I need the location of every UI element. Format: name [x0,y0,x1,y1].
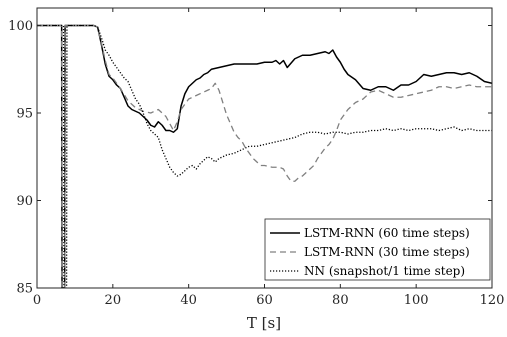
x-axis-title: T [s] [247,314,281,332]
y-tick-label-3: 100 [8,19,33,34]
series-layer [37,24,492,288]
legend-label-3: NN (snapshot/1 time step) [304,264,465,278]
x-tick-label-1: 20 [105,293,122,308]
legend-label-2: LSTM-RNN (30 time steps) [304,245,470,259]
x-tick-label-5: 100 [404,293,429,308]
x-tick-label-3: 60 [256,293,273,308]
tick-layer: 0 20 40 60 80 100 120 85 90 95 100 [8,8,504,308]
x-tick-label-2: 40 [180,293,197,308]
x-tick-label-6: 120 [480,293,505,308]
series-line-3 [37,24,492,288]
y-tick-label-2: 95 [16,107,33,122]
x-tick-label-0: 0 [33,293,41,308]
legend-label-1: LSTM-RNN (60 time steps) [304,226,470,240]
y-tick-label-1: 90 [16,194,33,209]
legend: LSTM-RNN (60 time steps) LSTM-RNN (30 tim… [264,218,491,281]
x-tick-label-4: 80 [332,293,349,308]
legend-box [264,218,491,281]
series-line-1 [37,24,492,288]
y-tick-label-0: 85 [16,282,33,297]
